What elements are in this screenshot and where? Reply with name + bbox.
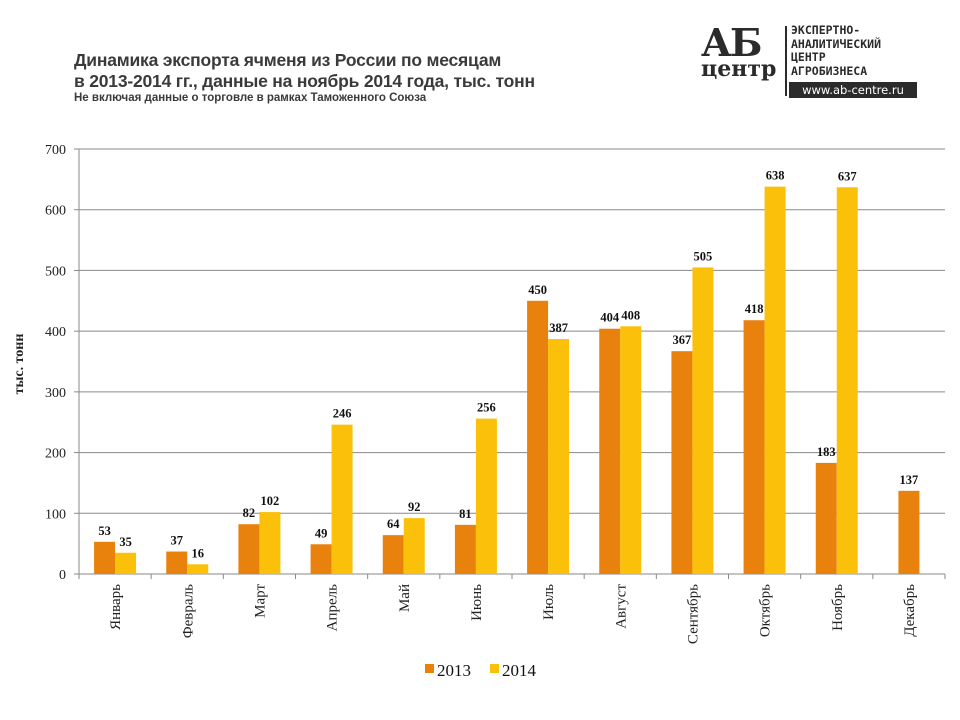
chart-title-line-1: Динамика экспорта ячменя из России по ме… — [74, 50, 502, 70]
data-label-2013: 64 — [387, 517, 400, 531]
bar-2013 — [599, 328, 621, 574]
data-label-2013: 450 — [528, 283, 547, 297]
legend-swatch-2013 — [425, 664, 434, 673]
data-label-2013: 404 — [600, 311, 620, 325]
bar-2014 — [548, 339, 570, 574]
y-tick-label: 0 — [59, 568, 66, 583]
data-label-2014: 408 — [621, 308, 640, 322]
bar-2014 — [187, 564, 209, 574]
category-label: Декабрь — [902, 584, 918, 637]
category-label: Январь — [108, 584, 124, 630]
y-tick-label: 300 — [45, 386, 66, 401]
data-label-2013: 53 — [98, 524, 111, 538]
bar-2014 — [764, 186, 786, 574]
bar-2014 — [403, 518, 425, 574]
chart-title: Динамика экспорта ячменя из России по ме… — [74, 50, 535, 92]
logo-mark: АБ центр — [701, 20, 781, 86]
y-tick-label: 500 — [45, 264, 66, 279]
bar-2013 — [743, 320, 765, 574]
category-label: Июнь — [469, 584, 485, 621]
data-label-2014: 35 — [119, 535, 132, 549]
bar-2014 — [475, 418, 497, 574]
legend: 2013 2014 — [425, 661, 537, 680]
logo-mark-centr: центр — [701, 56, 777, 82]
data-label-2014: 16 — [192, 546, 205, 560]
data-label-2014: 246 — [333, 407, 352, 421]
logo-line: ЦЕНТР — [791, 50, 826, 64]
data-label-2014: 102 — [261, 494, 280, 508]
bar-2014 — [259, 512, 281, 574]
data-label-2014: 387 — [549, 321, 568, 335]
category-label: Май — [397, 584, 413, 612]
data-labels: 53 35 37 16 82 102 49 246 64 92 81 256 450 387 404 408 3… — [98, 169, 918, 561]
logo-divider — [785, 26, 787, 96]
category-label: Март — [252, 584, 268, 618]
bar-2014 — [836, 187, 858, 574]
bar-2013 — [310, 544, 332, 574]
bar-2013 — [94, 541, 116, 574]
bar-2013 — [166, 551, 188, 574]
y-axis: 0 100 200 300 400 500 600 700 — [45, 143, 80, 583]
bar-2013 — [454, 524, 476, 574]
bar-2014 — [331, 424, 353, 574]
bar-2014 — [115, 552, 137, 574]
category-label: Апрель — [325, 584, 341, 632]
data-label-2014: 638 — [766, 169, 785, 183]
category-label: Июль — [541, 584, 557, 620]
data-label-2013: 82 — [243, 506, 256, 520]
chart-title-line-2: в 2013-2014 гг., данные на ноябрь 2014 г… — [74, 71, 535, 91]
bar-2013 — [898, 490, 920, 574]
bar-2013 — [527, 300, 549, 574]
bar-2013 — [382, 535, 404, 574]
chart-subtitle: Не включая данные о торговле в рамках Та… — [74, 92, 427, 104]
legend-label-2013: 2013 — [437, 661, 471, 680]
data-label-2013: 81 — [459, 507, 472, 521]
bar-2014 — [692, 267, 714, 574]
bar-2013 — [815, 462, 837, 574]
y-tick-label: 600 — [45, 204, 66, 219]
logo-line: АНАЛИТИЧЕСКИЙ — [791, 36, 882, 51]
category-label: Ноябрь — [830, 584, 846, 631]
y-tick-label: 200 — [45, 447, 66, 462]
logo-line: АГРОБИЗНЕСА — [791, 63, 868, 78]
bars — [94, 186, 920, 574]
legend-swatch-2014 — [490, 664, 499, 673]
category-labels: Январь Февраль Март Апрель Май Июнь Июль Август… — [108, 584, 918, 645]
logo-mark-ab: АБ — [701, 20, 762, 65]
y-tick-label: 400 — [45, 325, 66, 340]
category-label: Август — [613, 584, 629, 629]
logo-line: ЭКСПЕРТНО- — [791, 23, 861, 37]
category-label: Сентябрь — [685, 584, 701, 644]
x-axis — [78, 573, 946, 579]
legend-label-2014: 2014 — [502, 661, 537, 680]
data-label-2013: 137 — [900, 473, 919, 487]
gridlines — [79, 148, 945, 514]
data-label-2013: 49 — [315, 526, 328, 540]
data-label-2013: 418 — [745, 302, 764, 316]
y-axis-label: тыс. тонн — [12, 334, 27, 395]
y-tick-label: 700 — [45, 143, 66, 158]
data-label-2014: 637 — [838, 169, 857, 183]
data-label-2013: 367 — [673, 333, 692, 347]
bar-2014 — [620, 326, 642, 574]
data-label-2013: 37 — [171, 534, 184, 548]
ab-centre-logo: АБ центр ЭКСПЕРТНО- АНАЛИТИЧЕСКИЙ ЦЕНТР … — [697, 20, 922, 100]
data-label-2014: 256 — [477, 401, 496, 415]
logo-url: www.ab-centre.ru — [789, 82, 917, 98]
data-label-2013: 183 — [817, 445, 836, 459]
y-tick-label: 100 — [45, 507, 66, 522]
category-label: Февраль — [180, 584, 196, 638]
data-label-2014: 92 — [408, 500, 421, 514]
category-label: Октябрь — [758, 584, 774, 637]
logo-text: ЭКСПЕРТНО- АНАЛИТИЧЕСКИЙ ЦЕНТР АГРОБИЗНЕ… — [791, 23, 882, 78]
data-label-2014: 505 — [694, 249, 713, 263]
bar-2013 — [238, 524, 260, 574]
bar-2013 — [671, 351, 693, 574]
